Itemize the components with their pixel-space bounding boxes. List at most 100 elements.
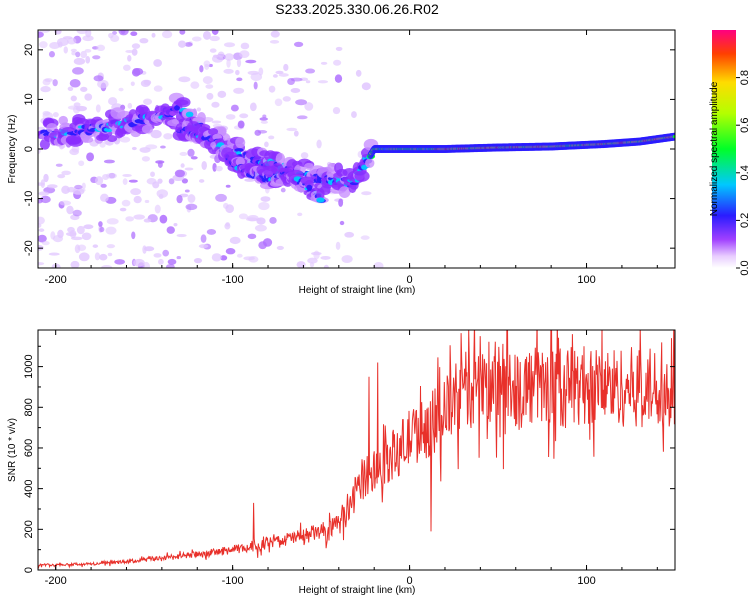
spectrogram-noise-blob (245, 59, 257, 64)
spectrogram-noise-blob (105, 226, 117, 235)
spectrogram-noise-blob (38, 126, 46, 130)
spectrogram-noise-blob (131, 43, 141, 49)
spectrogram-noise-blob (72, 209, 82, 217)
spectrogram-noise-blob (83, 224, 94, 230)
spectrogram-noise-blob (223, 68, 234, 74)
spectrogram-noise-blob (38, 228, 45, 232)
spectrogram-noise-blob (215, 165, 223, 172)
spectrogram-noise-blob (141, 156, 150, 162)
spectrogram-energy-halo (141, 124, 154, 134)
spectrogram-noise-blob (276, 245, 284, 251)
spectrogram-noise-blob (275, 70, 284, 75)
spectrogram-noise-blob (236, 77, 243, 82)
colorbar-scale (712, 30, 736, 268)
spectrogram-noise-blob (168, 178, 175, 185)
spectrogram-noise-blob (122, 64, 131, 71)
spectrogram-noise-blob (244, 178, 256, 182)
spectrogram-noise-blob (201, 160, 207, 170)
spectrogram-noise-blob (260, 196, 271, 202)
spectrogram-noise-blob (70, 95, 77, 102)
spectrogram-noise-blob (268, 135, 275, 140)
spectrogram-noise-blob (120, 30, 126, 35)
colorbar-label: Normalized spectral amplitude (709, 81, 720, 216)
spectrogram-noise-blob (320, 255, 331, 260)
spectrogram-noise-blob (167, 258, 177, 265)
spectrogram-noise-blob (236, 58, 242, 68)
spectrogram-noise-blob (84, 48, 92, 53)
spectrogram-noise-blob (296, 115, 308, 120)
spectrogram-noise-blob (38, 234, 47, 243)
spectrogram-noise-blob (158, 193, 164, 200)
spectrogram-noise-blob (108, 32, 114, 39)
spectrogram-noise-blob (71, 51, 77, 56)
spectrogram-noise-blob (52, 79, 58, 87)
spectrogram-noise-blob (250, 72, 263, 81)
spectrogram-noise-blob (56, 37, 69, 47)
snr-x-axis-label: Height of straight line (km) (299, 585, 416, 596)
spectrogram-noise-blob (180, 163, 185, 168)
spectrogram-noise-blob (295, 99, 308, 106)
spectrogram-noise-blob (41, 240, 50, 246)
spectrogram-noise-blob (75, 51, 81, 58)
spectrogram-noise-blob (258, 201, 270, 211)
spectrogram-energy-core (316, 197, 325, 203)
spectrogram-noise-blob (73, 102, 81, 108)
spectrogram-noise-blob (55, 163, 63, 167)
spectrogram-noise-blob (226, 58, 231, 68)
spectrogram-noise-blob (66, 205, 74, 215)
spectrogram-noise-blob (313, 250, 320, 260)
spectrogram-noise-blob (335, 241, 341, 250)
spectrogram-noise-blob (202, 76, 213, 85)
spectrogram-noise-blob (95, 104, 101, 113)
spectrogram-noise-blob (50, 231, 56, 240)
spectrogram-noise-blob (57, 174, 66, 179)
spectrogram-noise-blob (162, 249, 170, 257)
spectrogram-noise-blob (240, 42, 250, 50)
spectrogram-noise-blob (127, 54, 132, 62)
spectrogram-noise-blob (114, 259, 126, 265)
spectrogram-noise-blob (61, 170, 71, 176)
spectrogram-noise-blob (269, 39, 280, 44)
spectrogram-noise-blob (187, 194, 196, 203)
spectrogram-noise-blob (178, 76, 191, 83)
spectrogram-noise-blob (38, 182, 45, 186)
spectrogram-noise-blob (223, 42, 236, 48)
spectrogram-noise-blob (139, 38, 149, 44)
spectrogram-noise-blob (272, 74, 278, 78)
spectrogram-y-tick-label: -10 (23, 191, 35, 207)
colorbar-tick-label: 0.8 (739, 70, 750, 85)
spectrogram-noise-blob (184, 167, 194, 171)
spectrogram-noise-blob (100, 193, 109, 202)
spectrogram-noise-blob (196, 107, 202, 112)
spectrogram-noise-blob (166, 263, 175, 268)
spectrogram-noise-blob (119, 207, 127, 212)
spectrogram-noise-blob (150, 171, 155, 177)
spectrogram-energy-halo (354, 170, 370, 182)
spectrogram-noise-blob (49, 41, 61, 50)
spectrogram-x-tick-label: 100 (577, 274, 595, 286)
spectrogram-x-tick-label: 0 (407, 274, 413, 286)
spectrogram-noise-blob (211, 253, 222, 262)
spectrogram-noise-blob (278, 73, 289, 77)
spectrogram-noise-blob (238, 213, 248, 220)
spectrogram-energy-halo (338, 186, 351, 199)
spectrogram-noise-blob (290, 77, 303, 82)
spectrogram-noise-blob (163, 133, 173, 140)
spectrogram-noise-blob (78, 252, 90, 262)
spectrogram-y-tick-label: 10 (23, 93, 35, 105)
spectrogram-noise-blob (143, 79, 152, 86)
spectrogram-noise-blob (86, 152, 95, 162)
spectrogram-noise-blob (174, 169, 186, 178)
spectrogram-noise-blob (38, 31, 44, 38)
snr-y-axis-label: SNR (10 * v/v) (7, 418, 18, 482)
spectrogram-noise-blob (185, 203, 198, 211)
spectrogram-noise-blob (270, 30, 280, 38)
spectrogram-noise-blob (133, 214, 146, 220)
spectrogram-noise-blob (145, 144, 158, 150)
spectrogram-noise-blob (130, 81, 135, 87)
colorbar-tick-label: 0.0 (739, 260, 750, 275)
spectrogram-energy-halo (175, 97, 191, 108)
spectrogram-noise-blob (38, 262, 45, 266)
spectrogram-noise-blob (212, 54, 219, 58)
